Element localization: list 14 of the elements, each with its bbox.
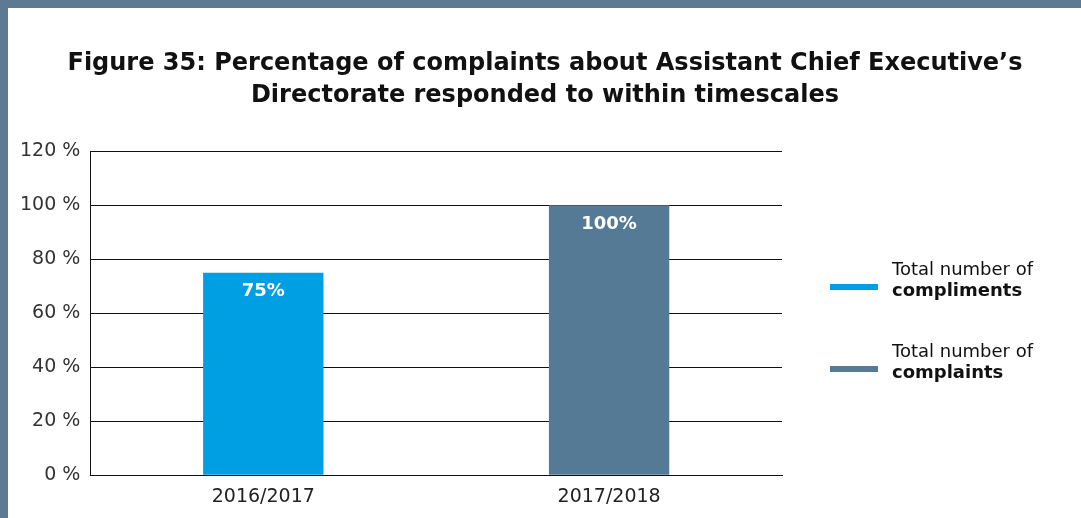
y-tick-label: 120 %	[20, 138, 81, 161]
y-tick-label: 100 %	[20, 192, 81, 215]
x-tick-label: 2016/2017	[211, 483, 315, 506]
legend-label: Total number of complaints	[892, 340, 1034, 382]
data-label: 100%	[581, 212, 637, 234]
data-label: 75%	[241, 279, 285, 301]
x-tick-label: 2017/2018	[557, 483, 661, 506]
y-tick-label: 0 %	[44, 462, 81, 485]
y-tick-label: 60 %	[32, 300, 81, 323]
legend-label: Total number of compliments	[892, 258, 1034, 300]
y-tick-label: 80 %	[32, 246, 81, 269]
y-tick-label: 40 %	[32, 354, 81, 377]
y-tick-label: 20 %	[32, 408, 81, 431]
chart-title: Figure 35: Percentage of complaints about Assistant Chief Executive’s Directorate responded to within timescales	[66, 47, 1024, 110]
